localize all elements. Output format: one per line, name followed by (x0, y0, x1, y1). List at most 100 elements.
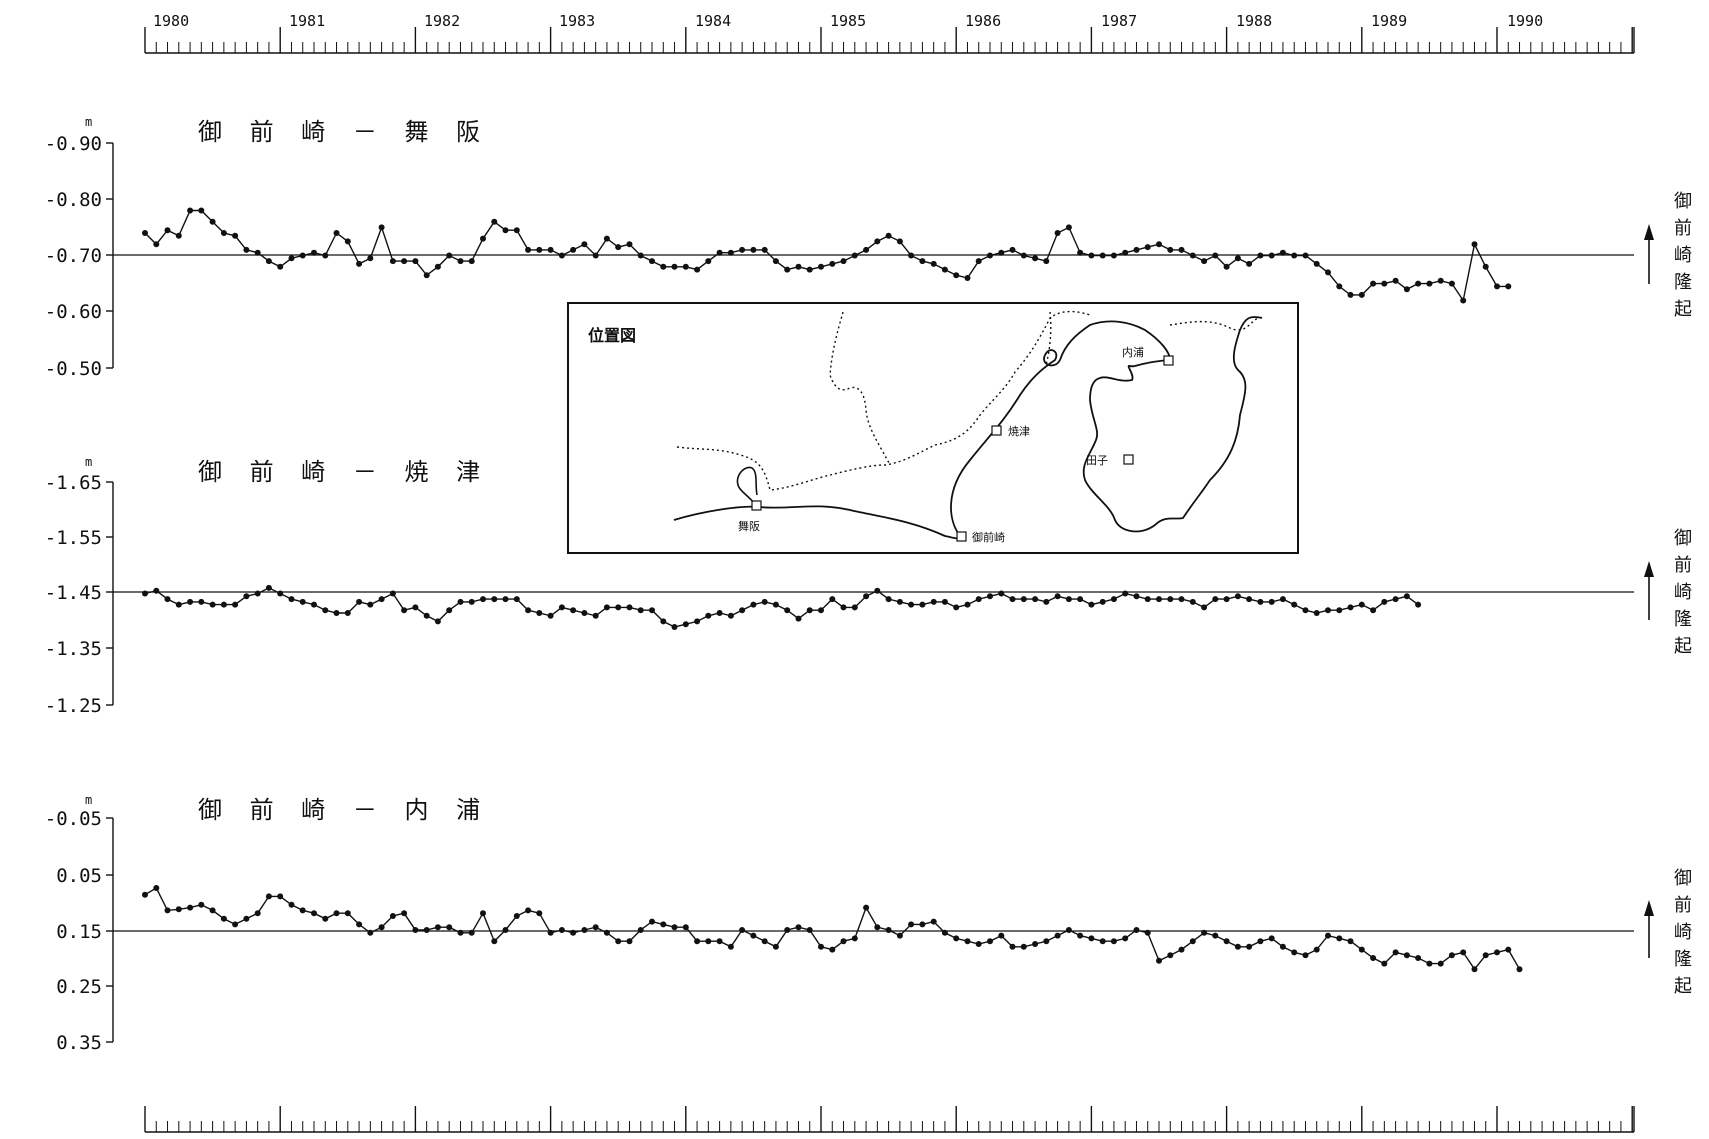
data-point (547, 612, 554, 619)
data-point (1325, 269, 1331, 276)
data-point (198, 207, 205, 214)
panel-2-y-tick-label: -1.45 (45, 582, 102, 604)
data-point (941, 598, 948, 605)
year-label-1980: 1980 (153, 12, 189, 30)
data-point (434, 618, 441, 625)
data-point (987, 252, 993, 259)
data-point (322, 607, 329, 614)
data-point (1043, 258, 1050, 265)
data-point (1347, 938, 1354, 945)
top-axis-ticks (144, 27, 1635, 53)
data-point (772, 258, 779, 265)
maisaka-lagoon (736, 466, 758, 508)
year-label-1981: 1981 (289, 12, 325, 30)
data-point (513, 227, 520, 234)
data-point (1358, 601, 1365, 608)
station-label-tago: 田子 (1086, 454, 1108, 467)
data-point (784, 607, 791, 614)
panel-3-y-ticks (106, 817, 113, 1043)
data-point (660, 618, 667, 625)
data-point (1144, 929, 1151, 936)
data-point (558, 252, 565, 259)
data-point (772, 601, 779, 608)
data-point (671, 263, 678, 270)
data-point (164, 227, 171, 234)
data-point (434, 924, 441, 931)
data-point (851, 604, 858, 611)
data-point (525, 607, 532, 614)
panel-omaezaki-uchiura: 御 前 崎 － 内 浦 m -0.05 0.05 0.15 0.25 0.35 … (45, 793, 1692, 1054)
data-point (953, 272, 960, 279)
data-point (1279, 596, 1286, 603)
data-point (1494, 283, 1500, 290)
data-point (874, 924, 881, 931)
data-point (570, 929, 577, 936)
data-point (1088, 601, 1095, 608)
data-point (1234, 943, 1241, 950)
data-point (649, 918, 655, 925)
panel-2-y-tick-labels: -1.65 -1.55 -1.45 -1.35 -1.25 (45, 472, 102, 717)
data-point (502, 227, 509, 234)
data-point (1122, 249, 1129, 256)
data-point (840, 258, 847, 265)
data-point (1054, 230, 1061, 236)
data-point (322, 915, 329, 922)
side-char: 崎 (1674, 245, 1692, 266)
data-point (401, 607, 408, 614)
data-point (344, 610, 351, 616)
data-point (468, 929, 475, 936)
data-point (513, 913, 520, 919)
data-point (232, 601, 239, 608)
data-point (1122, 590, 1129, 597)
data-point (434, 263, 441, 270)
data-point (288, 255, 295, 262)
data-point (1032, 596, 1039, 603)
data-point (142, 230, 148, 236)
data-point (851, 935, 858, 942)
data-point (592, 612, 599, 619)
data-point (389, 913, 396, 919)
data-point (705, 612, 712, 619)
data-point (198, 598, 205, 605)
data-point (1189, 598, 1196, 605)
data-point (1370, 280, 1377, 287)
data-point (1347, 291, 1354, 298)
data-point (378, 596, 385, 603)
year-label-1986: 1986 (965, 12, 1001, 30)
data-point (1020, 596, 1027, 603)
data-point (446, 252, 453, 259)
data-point (1392, 277, 1399, 284)
data-point (1212, 252, 1219, 259)
data-point (1460, 949, 1467, 956)
data-point (1201, 258, 1208, 265)
data-point (480, 596, 486, 603)
data-point (1370, 607, 1377, 614)
data-point (1223, 938, 1230, 945)
data-point (1302, 952, 1309, 959)
data-point (682, 621, 689, 628)
data-point (547, 929, 554, 936)
data-point (908, 921, 915, 928)
data-point (1257, 598, 1264, 605)
data-point (1302, 607, 1309, 614)
data-point (1313, 946, 1320, 953)
station-label-maisaka: 舞阪 (738, 519, 760, 533)
data-point (164, 596, 171, 603)
panel-3-y-tick-labels: -0.05 0.05 0.15 0.25 0.35 (45, 808, 102, 1054)
data-point (502, 596, 509, 603)
data-point (1189, 252, 1196, 259)
panel-2-y-tick-label: -1.35 (45, 638, 102, 660)
data-point (896, 598, 903, 605)
data-point (998, 249, 1005, 256)
data-point (1268, 598, 1275, 605)
data-point (1178, 946, 1185, 953)
panel-2-y-tick-label: -1.25 (45, 695, 102, 717)
data-point (468, 258, 475, 265)
data-point (1054, 932, 1061, 939)
data-point (919, 601, 926, 608)
data-point (998, 590, 1005, 597)
data-point (863, 593, 870, 600)
year-label-1987: 1987 (1101, 12, 1137, 30)
data-point (750, 601, 757, 608)
data-point (457, 258, 464, 265)
